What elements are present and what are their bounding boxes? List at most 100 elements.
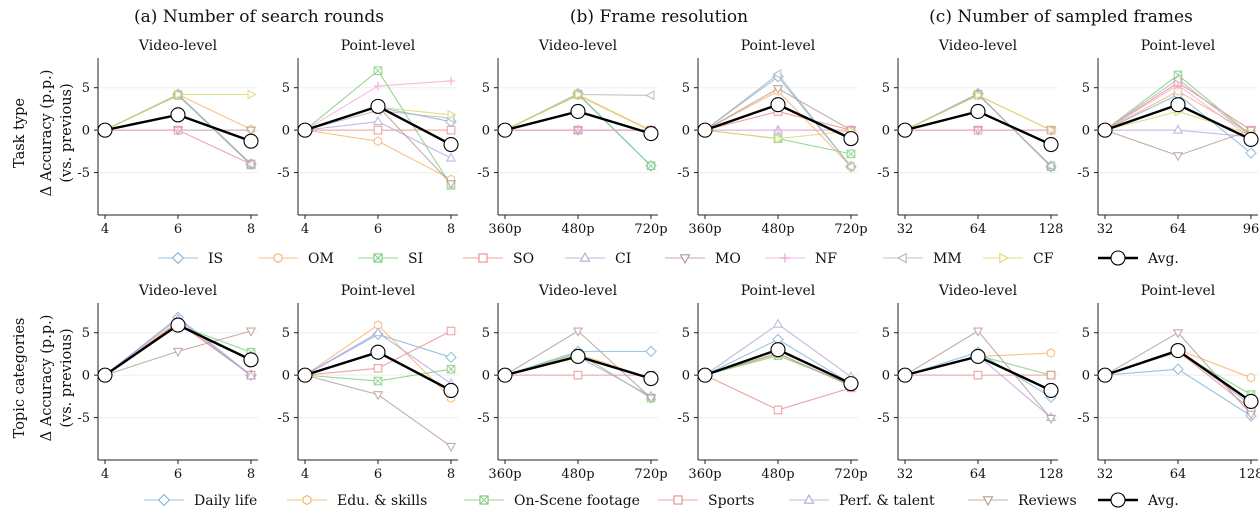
- point-sports: [973, 370, 983, 380]
- legend-marker-cf: [999, 252, 1010, 264]
- point-cf: [974, 90, 984, 101]
- y-tick-label: 0: [882, 369, 890, 384]
- legend-item-on-scene-footage: On-Scene footage: [464, 493, 640, 509]
- x-tick-label: 128: [1239, 467, 1260, 482]
- legend-item-sports: Sports: [658, 493, 754, 509]
- series-sports: [900, 370, 1056, 380]
- series-avg: [497, 103, 659, 142]
- point-avg: [970, 348, 986, 365]
- point-avg: [497, 122, 513, 138]
- legend-label-is: IS: [208, 251, 223, 267]
- series-avg: [897, 103, 1059, 153]
- x-tick-label: 360p: [488, 467, 521, 482]
- point-avg: [697, 367, 713, 383]
- point-avg: [243, 352, 259, 368]
- legend-marker-si: [373, 253, 383, 263]
- panel-topic-4: Video-level 5 0 -5 32 64 128: [877, 283, 1063, 482]
- point-reviews: [645, 394, 657, 404]
- panel-task-4: Video-level 5 0 -5 32 64 128: [877, 38, 1063, 237]
- point-edu-skills: [1046, 348, 1056, 358]
- panel-title: Point-level: [741, 283, 816, 299]
- panel-title: Point-level: [741, 38, 816, 54]
- panel-task-5: Point-level 5 0 -5 32 64 96: [1077, 38, 1259, 237]
- point-avg: [770, 97, 786, 113]
- point-reviews: [572, 327, 584, 337]
- point-avg: [297, 367, 313, 383]
- legend-marker-sports: [673, 495, 683, 505]
- point-on-scene-footage: [446, 364, 456, 374]
- y-tick-label: 5: [282, 326, 290, 341]
- point-avg: [570, 348, 586, 365]
- series-avg: [297, 344, 459, 398]
- legend-label-daily-life: Daily life: [194, 493, 257, 509]
- legend-marker-perf-talent: [803, 493, 815, 504]
- panel-topic-5: Point-level 5 0 -5 32 64 128: [1077, 283, 1260, 482]
- panel-topic-0: Video-level 5 0 -5 4 6 8: [77, 283, 259, 482]
- point-sports: [446, 326, 456, 336]
- series-avg: [697, 342, 859, 392]
- point-si: [646, 161, 656, 171]
- series-avg: [97, 107, 259, 149]
- legend-marker-mm: [896, 252, 907, 264]
- y-tick-label: -5: [1077, 411, 1090, 426]
- legend-task-type: IS OM SI SO CI MO NF MM CF Avg.: [158, 250, 1179, 267]
- legend-topic-categories: Daily life Edu. & skills On-Scene footage S…: [144, 492, 1179, 509]
- x-tick-label: 96: [1243, 222, 1260, 237]
- x-tick-label: 4: [301, 222, 309, 237]
- x-tick-label: 480p: [561, 467, 594, 482]
- panel-task-2: Video-level 5 0 -5 360p 480p 720p: [477, 38, 667, 237]
- point-so: [373, 125, 383, 135]
- x-tick-label: 720p: [834, 467, 867, 482]
- line-avg: [1104, 349, 1252, 403]
- point-ci: [372, 115, 384, 126]
- series-avg: [897, 348, 1059, 398]
- panel-title: Video-level: [138, 283, 218, 299]
- legend-marker-daily-life: [157, 493, 171, 507]
- legend-label-nf: NF: [815, 251, 837, 267]
- point-om: [1173, 86, 1183, 96]
- y-tick-label: -5: [77, 166, 90, 181]
- point-sports: [1046, 370, 1056, 380]
- x-tick-label: 32: [1097, 222, 1114, 237]
- point-avg: [243, 133, 259, 149]
- x-tick-label: 8: [447, 222, 455, 237]
- panel-title: Point-level: [1141, 38, 1216, 54]
- x-tick-label: 720p: [634, 467, 667, 482]
- point-daily-life: [445, 351, 457, 364]
- legend-marker-mo: [679, 254, 691, 265]
- x-tick-label: 480p: [761, 467, 794, 482]
- legend-marker-so: [478, 253, 488, 263]
- legend-label-sports: Sports: [708, 493, 754, 509]
- line-sports: [1104, 350, 1252, 410]
- point-avg: [370, 98, 386, 114]
- point-cf: [447, 109, 457, 120]
- point-daily-life: [1172, 363, 1184, 376]
- series-daily-life: [1099, 363, 1257, 422]
- point-reviews: [245, 327, 257, 337]
- panel-title: Video-level: [538, 283, 618, 299]
- legend-marker-ci: [579, 251, 591, 262]
- point-perf-talent: [772, 318, 784, 328]
- ylabel-topic-line1: Δ Accuracy (p.p.): [39, 315, 55, 442]
- line-perf-talent: [1104, 349, 1252, 406]
- x-tick-label: 360p: [488, 222, 521, 237]
- point-avg: [170, 107, 186, 123]
- legend-marker-om: [273, 252, 283, 264]
- legend-item-nf: NF: [765, 251, 837, 267]
- point-nf: [773, 125, 783, 135]
- legend-marker-nf: [780, 253, 790, 263]
- point-sports: [573, 370, 583, 380]
- panel-topic-2: Video-level 5 0 -5 360p 480p 720p: [477, 283, 667, 482]
- point-avg: [570, 103, 586, 120]
- point-avg: [170, 317, 186, 333]
- legend-item-si: SI: [358, 251, 423, 267]
- x-tick-label: 8: [247, 467, 255, 482]
- y-tick-label: 0: [682, 124, 690, 139]
- point-reviews: [1045, 414, 1057, 425]
- legend-marker-avg: [1110, 250, 1126, 266]
- point-reviews: [1172, 329, 1184, 339]
- point-avg: [970, 103, 986, 120]
- point-cf: [1047, 125, 1057, 136]
- legend-label-so: SO: [513, 251, 534, 267]
